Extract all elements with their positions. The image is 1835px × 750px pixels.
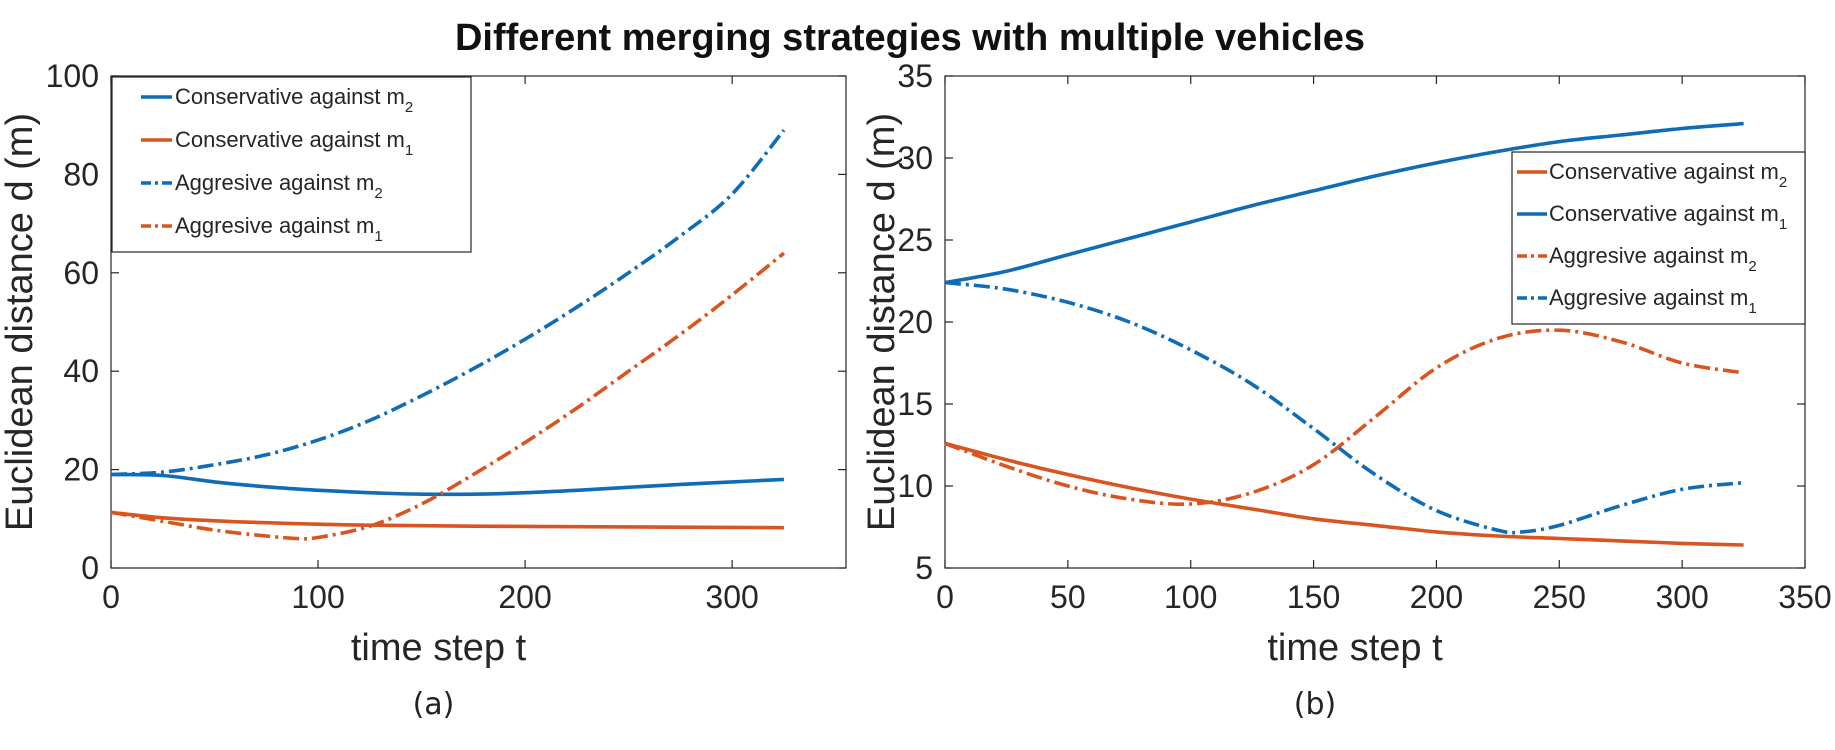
x-tick-label: 100 <box>1164 579 1217 615</box>
y-tick-label: 0 <box>81 550 99 586</box>
panel-label: (a) <box>413 687 455 722</box>
y-tick-label: 20 <box>897 304 933 340</box>
x-tick-label: 100 <box>291 579 344 615</box>
panel-b: 0 50 100 150 200 250 300 350 5 10 15 20 25 30 35 time s… <box>861 58 1832 722</box>
legend-subscript: 1 <box>374 228 382 245</box>
x-tick-label: 250 <box>1533 579 1586 615</box>
x-tick-label: 300 <box>705 579 758 615</box>
y-tick-label: 25 <box>897 222 933 258</box>
x-axis-label: time step t <box>351 627 527 669</box>
legend-subscript: 2 <box>405 99 413 116</box>
legend-subscript: 1 <box>405 142 413 159</box>
x-tick-label: 200 <box>498 579 551 615</box>
y-tick-label: 5 <box>915 550 933 586</box>
x-tick-label: 200 <box>1410 579 1463 615</box>
legend-subscript: 2 <box>374 185 382 202</box>
legend-subscript: 1 <box>1779 216 1787 233</box>
x-tick-label: 0 <box>936 579 954 615</box>
x-tick-label: 50 <box>1050 579 1086 615</box>
y-tick-label: 20 <box>63 452 99 488</box>
y-tick-label: 15 <box>897 386 933 422</box>
series-line-3 <box>944 328 1744 507</box>
x-tick-label: 300 <box>1655 579 1708 615</box>
panel-label: (b) <box>1294 687 1336 722</box>
figure-title: Different merging strategies with multip… <box>455 17 1365 59</box>
y-tick-label: 100 <box>46 58 99 94</box>
plot-frame <box>110 75 847 569</box>
legend-subscript: 2 <box>1779 174 1787 191</box>
series-line-2 <box>944 121 1744 285</box>
series-line-1 <box>944 441 1744 547</box>
x-axis-label: time step t <box>1267 627 1443 669</box>
x-tick-label: 0 <box>102 579 120 615</box>
series-line-2 <box>110 510 784 530</box>
y-tick-label: 80 <box>63 156 99 192</box>
y-tick-label: 10 <box>897 468 933 504</box>
y-tick-label: 40 <box>63 353 99 389</box>
legend-box <box>111 76 472 253</box>
x-tick-label: 150 <box>1287 579 1340 615</box>
y-axis-label: Euclidean distance d (m) <box>861 113 903 531</box>
y-axis-label: Euclidean distance d (m) <box>0 113 41 531</box>
y-tick-label: 60 <box>63 255 99 291</box>
x-tick-label: 350 <box>1778 579 1831 615</box>
legend-box <box>1511 151 1806 325</box>
series-line-1 <box>110 472 785 497</box>
series-line-3 <box>110 128 786 477</box>
y-tick-label: 30 <box>897 140 933 176</box>
series-line-4 <box>110 251 786 541</box>
y-tick-label: 35 <box>897 58 933 94</box>
series-line-4 <box>944 280 1744 535</box>
legend-subscript: 1 <box>1748 300 1756 317</box>
legend-subscript: 2 <box>1748 258 1756 275</box>
